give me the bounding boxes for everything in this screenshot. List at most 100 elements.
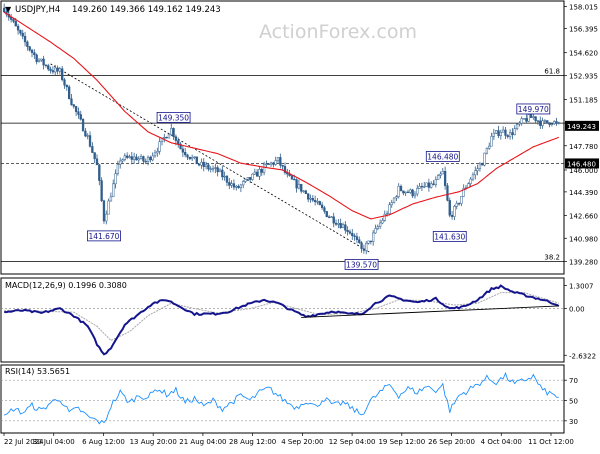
candle-body [44, 64, 48, 67]
price-label-box [344, 259, 379, 270]
candle-body [190, 157, 194, 160]
candle-body [119, 160, 122, 165]
candle-body [142, 156, 145, 162]
candle-body [209, 168, 212, 170]
candle-body [311, 198, 314, 201]
candle-body [269, 162, 273, 165]
candle-body [225, 175, 229, 183]
price-label-text: 149.350 [158, 113, 189, 122]
candle-body [249, 177, 252, 180]
chart-ohlc: 149.260 149.366 149.162 149.243 [72, 5, 221, 15]
candle-body [49, 68, 52, 71]
price-label-box [156, 111, 191, 123]
time-axis-label: 4 Sep 20:00 [281, 438, 323, 446]
candle-body [67, 86, 71, 100]
candle-body [223, 175, 226, 178]
candle-body [325, 211, 328, 218]
price-axis-label: 156.395 [569, 26, 598, 34]
candle-body [344, 224, 347, 231]
candle-body [130, 156, 133, 160]
candle-body [488, 145, 491, 149]
candle-body [555, 121, 558, 123]
candle-body [432, 183, 435, 185]
candle-body [51, 70, 55, 73]
price-label-text: 141.630 [434, 232, 465, 241]
candle-body [276, 157, 280, 161]
candle-body [35, 54, 38, 62]
macd-layer [1, 284, 564, 356]
candle-body [448, 200, 451, 216]
candle-body [372, 232, 375, 242]
candle-body [539, 120, 542, 126]
candle-body [72, 104, 75, 107]
candle-body [529, 114, 533, 119]
price-axis-label: 142.660 [569, 212, 598, 220]
candle-body [267, 163, 270, 165]
candle-body [93, 152, 96, 160]
rsi-layer [1, 371, 564, 425]
candle-body [179, 143, 182, 150]
macd-trendline [301, 305, 559, 318]
candle-body [214, 167, 217, 169]
rsi-title: RSI(14) 53.5651 [5, 367, 70, 376]
candle-body [239, 184, 243, 189]
candle-body [86, 135, 89, 137]
candle-body [258, 169, 261, 177]
candle-body [337, 223, 340, 225]
rsi-axis-label: 30 [569, 418, 578, 426]
candle-body [536, 120, 540, 122]
candle-body [242, 181, 245, 186]
candle-body [418, 186, 421, 189]
price-axis-label: 147.780 [569, 143, 598, 151]
candle-body [228, 182, 231, 186]
price-axis-label: 144.390 [569, 189, 598, 197]
candle-body [323, 207, 326, 212]
candle-body [348, 231, 352, 234]
candle-body [492, 132, 496, 137]
candle-body [42, 58, 45, 66]
price-axis-label: 151.185 [569, 96, 598, 104]
candle-body [334, 222, 338, 225]
candle-body [413, 193, 417, 197]
candle-body [395, 196, 398, 199]
macd-axis-label: -2.6322 [569, 352, 596, 360]
candle-body [95, 158, 99, 166]
candle-body [411, 189, 414, 197]
candle-body [506, 135, 509, 137]
candle-body [443, 171, 447, 186]
candle-body [174, 136, 178, 141]
candle-body [33, 52, 36, 56]
time-axis-label: 30 Jul 04:00 [33, 438, 75, 446]
candle-body [193, 156, 196, 158]
candle-body [144, 160, 147, 163]
macd-panel-frame [0, 277, 565, 363]
candle-body [376, 226, 379, 229]
candle-body [109, 196, 113, 202]
candle-body [397, 185, 400, 197]
candle-body [132, 156, 136, 160]
candle-body [497, 130, 500, 136]
candle-body [16, 25, 20, 31]
price-label-text: 141.670 [88, 232, 119, 241]
candle-body [355, 236, 359, 240]
candle-body [218, 169, 222, 173]
candle-body [230, 183, 233, 186]
candle-body [235, 185, 238, 188]
price-layer: 61.8 38.2 149.350 141.670 139.570 146.480 141.… [1, 3, 564, 270]
candle-body [91, 146, 94, 153]
candle-body [420, 186, 424, 188]
candle-body [54, 67, 57, 73]
candle-body [385, 213, 389, 215]
candle-body [532, 116, 535, 119]
candle-body [297, 183, 301, 189]
candle-body [471, 174, 475, 180]
candle-body [515, 123, 519, 129]
candle-body [369, 240, 373, 243]
candle-body [211, 168, 215, 170]
candle-body [499, 131, 502, 136]
candle-body [450, 215, 454, 217]
price-axis-label: 152.935 [569, 73, 598, 81]
time-axis-label: 4 Oct 04:00 [481, 438, 522, 446]
